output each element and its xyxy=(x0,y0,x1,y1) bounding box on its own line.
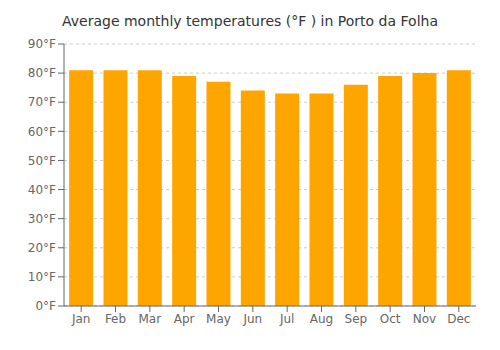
svg-text:May: May xyxy=(206,312,231,326)
svg-text:Jun: Jun xyxy=(242,312,262,326)
svg-text:40°F: 40°F xyxy=(28,183,56,197)
svg-text:Jan: Jan xyxy=(71,312,91,326)
svg-text:30°F: 30°F xyxy=(28,212,56,226)
svg-text:Nov: Nov xyxy=(413,312,436,326)
svg-text:50°F: 50°F xyxy=(28,154,56,168)
svg-text:Apr: Apr xyxy=(174,312,195,326)
svg-text:Dec: Dec xyxy=(447,312,470,326)
svg-text:Feb: Feb xyxy=(105,312,126,326)
svg-text:90°F: 90°F xyxy=(28,37,56,51)
svg-text:70°F: 70°F xyxy=(28,95,56,109)
svg-text:Jul: Jul xyxy=(279,312,294,326)
svg-text:0°F: 0°F xyxy=(35,299,56,313)
svg-text:Aug: Aug xyxy=(310,312,333,326)
html-text:Average monthly temperatures (: Average monthly temperatures (°F ) in Po… xyxy=(62,13,438,29)
svg-text:80°F: 80°F xyxy=(28,66,56,80)
svg-text:10°F: 10°F xyxy=(28,270,56,284)
svg-text:Sep: Sep xyxy=(345,312,368,326)
svg-text:Mar: Mar xyxy=(139,312,162,326)
svg-text:20°F: 20°F xyxy=(28,241,56,255)
svg-text:60°F: 60°F xyxy=(28,125,56,139)
svg-text:Oct: Oct xyxy=(380,312,401,326)
